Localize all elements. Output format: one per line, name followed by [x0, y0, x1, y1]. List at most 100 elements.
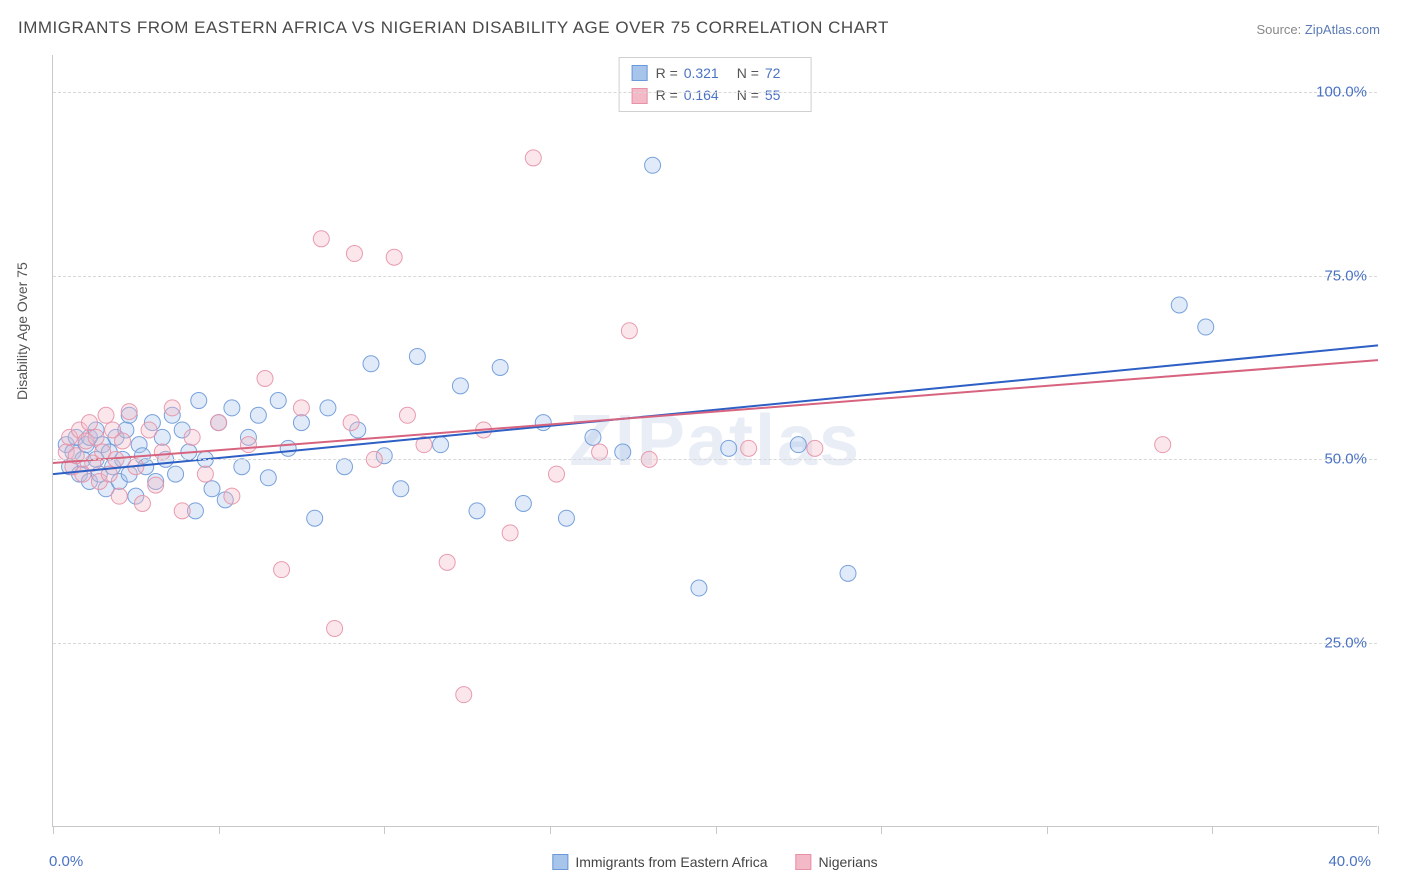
scatter-point	[81, 415, 97, 431]
scatter-point	[313, 231, 329, 247]
scatter-point	[111, 488, 127, 504]
y-tick-label: 50.0%	[1324, 451, 1367, 468]
scatter-point	[1198, 319, 1214, 335]
stat-n-value-1: 55	[765, 87, 781, 103]
scatter-point	[337, 459, 353, 475]
scatter-point	[741, 440, 757, 456]
scatter-point	[645, 157, 661, 173]
scatter-point	[121, 404, 137, 420]
legend-series-box: Immigrants from Eastern Africa Nigerians	[552, 854, 877, 870]
source-prefix: Source:	[1256, 22, 1304, 37]
swatch-series-1	[796, 854, 812, 870]
scatter-point	[224, 400, 240, 416]
scatter-point	[399, 407, 415, 423]
scatter-point	[224, 488, 240, 504]
scatter-point	[343, 415, 359, 431]
scatter-point	[558, 510, 574, 526]
scatter-point	[721, 440, 737, 456]
scatter-point	[141, 422, 157, 438]
y-axis-label: Disability Age Over 75	[14, 262, 30, 400]
scatter-point	[134, 495, 150, 511]
scatter-point	[439, 554, 455, 570]
legend-item: Nigerians	[796, 854, 878, 870]
legend-label-1: Nigerians	[819, 854, 878, 870]
scatter-point	[197, 466, 213, 482]
scatter-point	[386, 249, 402, 265]
scatter-point	[585, 429, 601, 445]
scatter-point	[98, 407, 114, 423]
chart-title: IMMIGRANTS FROM EASTERN AFRICA VS NIGERI…	[18, 18, 889, 38]
stat-r-label: R =	[656, 87, 678, 103]
stat-n-label: N =	[737, 65, 759, 81]
x-tick	[1212, 826, 1213, 834]
scatter-point	[433, 437, 449, 453]
scatter-point	[257, 371, 273, 387]
scatter-point	[211, 415, 227, 431]
scatter-point	[88, 429, 104, 445]
x-tick	[219, 826, 220, 834]
scatter-point	[840, 565, 856, 581]
scatter-point	[293, 400, 309, 416]
scatter-point	[452, 378, 468, 394]
swatch-series-1	[632, 88, 648, 104]
scatter-point	[280, 440, 296, 456]
scatter-point	[204, 481, 220, 497]
scatter-point	[409, 348, 425, 364]
scatter-point	[393, 481, 409, 497]
y-tick-label: 100.0%	[1316, 83, 1367, 100]
x-tick	[1047, 826, 1048, 834]
scatter-point	[363, 356, 379, 372]
scatter-point	[307, 510, 323, 526]
scatter-point	[502, 525, 518, 541]
scatter-point	[164, 400, 180, 416]
x-tick	[1378, 826, 1379, 834]
legend-stats-row: R = 0.321N = 72	[632, 62, 799, 84]
stat-r-label: R =	[656, 65, 678, 81]
legend-label-0: Immigrants from Eastern Africa	[575, 854, 767, 870]
scatter-point	[327, 620, 343, 636]
x-tick	[550, 826, 551, 834]
scatter-point	[535, 415, 551, 431]
y-tick-label: 75.0%	[1324, 267, 1367, 284]
scatter-point	[115, 433, 131, 449]
x-tick	[716, 826, 717, 834]
scatter-point	[274, 562, 290, 578]
stat-n-label: N =	[737, 87, 759, 103]
scatter-point	[260, 470, 276, 486]
scatter-point	[549, 466, 565, 482]
scatter-point	[515, 495, 531, 511]
stat-r-value-1: 0.164	[684, 87, 719, 103]
scatter-point	[525, 150, 541, 166]
gridline	[53, 92, 1377, 93]
gridline	[53, 643, 1377, 644]
swatch-series-0	[552, 854, 568, 870]
scatter-svg	[53, 55, 1377, 826]
scatter-point	[293, 415, 309, 431]
stat-r-value-0: 0.321	[684, 65, 719, 81]
legend-item: Immigrants from Eastern Africa	[552, 854, 767, 870]
x-label-left: 0.0%	[49, 853, 83, 870]
scatter-point	[1155, 437, 1171, 453]
scatter-point	[691, 580, 707, 596]
gridline	[53, 459, 1377, 460]
x-tick	[881, 826, 882, 834]
scatter-point	[320, 400, 336, 416]
scatter-point	[790, 437, 806, 453]
source-attribution: Source: ZipAtlas.com	[1256, 22, 1380, 37]
scatter-point	[168, 466, 184, 482]
x-tick	[53, 826, 54, 834]
scatter-point	[250, 407, 266, 423]
scatter-point	[240, 437, 256, 453]
scatter-point	[148, 477, 164, 493]
scatter-point	[621, 323, 637, 339]
legend-stats-row: R = 0.164 N = 55	[632, 84, 799, 106]
source-link[interactable]: ZipAtlas.com	[1305, 22, 1380, 37]
gridline	[53, 276, 1377, 277]
swatch-series-0	[632, 65, 648, 81]
scatter-point	[270, 393, 286, 409]
scatter-point	[234, 459, 250, 475]
scatter-point	[174, 503, 190, 519]
scatter-point	[1171, 297, 1187, 313]
scatter-point	[456, 687, 472, 703]
plot-area: ZIPatlas R = 0.321N = 72 R = 0.164N = 55…	[52, 55, 1377, 827]
